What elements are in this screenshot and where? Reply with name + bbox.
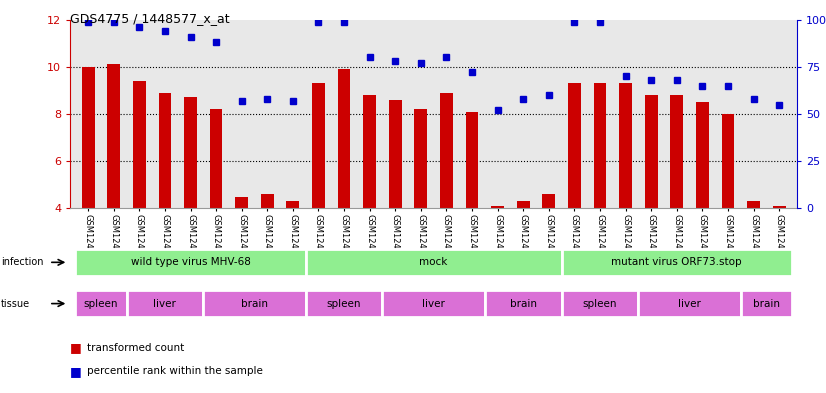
- Bar: [620, 83, 632, 208]
- Text: ■: ■: [70, 341, 82, 354]
- Bar: [133, 81, 145, 208]
- Text: brain: brain: [752, 299, 780, 309]
- Bar: [210, 109, 222, 208]
- Bar: [159, 93, 171, 208]
- Bar: [466, 112, 478, 208]
- Bar: [562, 290, 638, 317]
- Bar: [306, 249, 562, 275]
- Bar: [594, 83, 606, 208]
- Text: transformed count: transformed count: [87, 343, 184, 353]
- Bar: [363, 95, 376, 208]
- Bar: [748, 201, 760, 208]
- Bar: [75, 290, 126, 317]
- Text: spleen: spleen: [583, 299, 617, 309]
- Text: spleen: spleen: [327, 299, 361, 309]
- Text: spleen: spleen: [83, 299, 118, 309]
- Bar: [287, 201, 299, 208]
- Text: brain: brain: [241, 299, 268, 309]
- Text: mock: mock: [420, 257, 448, 267]
- Bar: [338, 69, 350, 208]
- Bar: [312, 83, 325, 208]
- Bar: [543, 194, 555, 208]
- Bar: [638, 290, 741, 317]
- Bar: [491, 206, 504, 208]
- Bar: [203, 290, 306, 317]
- Text: liver: liver: [422, 299, 445, 309]
- Text: liver: liver: [154, 299, 176, 309]
- Bar: [722, 114, 734, 208]
- Bar: [741, 290, 792, 317]
- Text: GDS4775 / 1448577_x_at: GDS4775 / 1448577_x_at: [70, 12, 230, 25]
- Bar: [261, 194, 273, 208]
- Bar: [485, 290, 562, 317]
- Text: tissue: tissue: [1, 299, 30, 309]
- Bar: [235, 196, 248, 208]
- Bar: [82, 67, 94, 208]
- Bar: [645, 95, 657, 208]
- Text: liver: liver: [678, 299, 701, 309]
- Bar: [107, 64, 120, 208]
- Bar: [306, 290, 382, 317]
- Bar: [184, 97, 197, 208]
- Text: infection: infection: [1, 257, 43, 267]
- Text: wild type virus MHV-68: wild type virus MHV-68: [131, 257, 250, 267]
- Text: mutant virus ORF73.stop: mutant virus ORF73.stop: [611, 257, 742, 267]
- Text: ■: ■: [70, 365, 82, 378]
- Bar: [389, 100, 401, 208]
- Bar: [568, 83, 581, 208]
- Bar: [696, 102, 709, 208]
- Bar: [126, 290, 203, 317]
- Bar: [562, 249, 792, 275]
- Bar: [773, 206, 786, 208]
- Bar: [382, 290, 485, 317]
- Bar: [75, 249, 306, 275]
- Bar: [415, 109, 427, 208]
- Text: percentile rank within the sample: percentile rank within the sample: [87, 366, 263, 376]
- Text: brain: brain: [510, 299, 537, 309]
- Bar: [671, 95, 683, 208]
- Bar: [517, 201, 529, 208]
- Bar: [440, 93, 453, 208]
